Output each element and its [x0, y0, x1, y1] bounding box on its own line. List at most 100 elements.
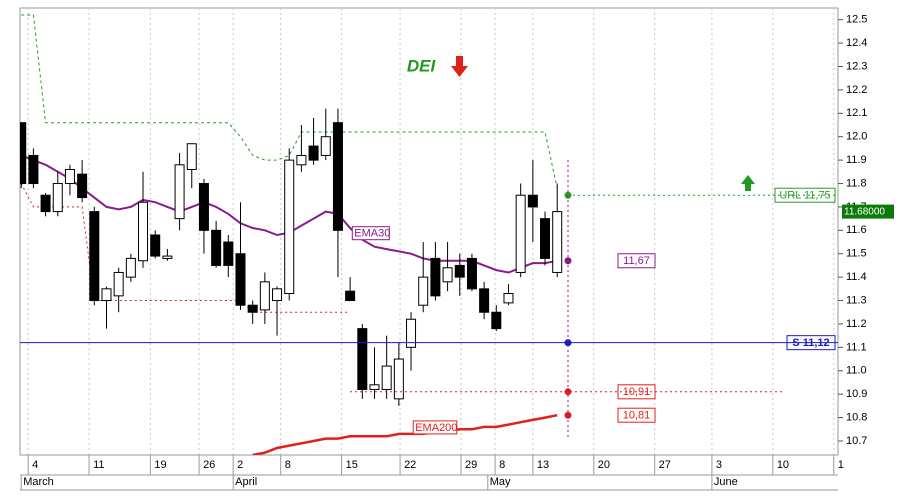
y-tick-label: 10.8: [846, 411, 867, 423]
y-tick-label: 11.0: [846, 365, 867, 377]
candle-body: [235, 253, 246, 306]
y-tick-label: 12.3: [846, 60, 867, 72]
y-tick-label: 11.3: [846, 294, 867, 306]
y-tick-label: 12.2: [846, 84, 867, 96]
candle-body: [479, 288, 490, 313]
x-tick-label: 22: [404, 459, 416, 471]
month-label: June: [714, 476, 738, 488]
line-series: [252, 413, 558, 455]
candle-body: [28, 154, 39, 185]
plot-layer: [20, 8, 835, 455]
candle-body: [442, 267, 453, 283]
x-tick-label: 8: [499, 459, 505, 471]
candle-body: [20, 122, 27, 185]
end-label-box: [617, 407, 656, 423]
end-label: 11,67: [623, 255, 650, 267]
x-tick-label: 2: [237, 459, 243, 471]
candle-body: [491, 311, 502, 330]
candle-body: [259, 281, 270, 311]
y-tick-label: 11.2: [846, 318, 867, 330]
y-tick-label: 12.0: [846, 131, 867, 143]
y-tick-label: 11.1: [846, 341, 867, 353]
candle-body: [223, 241, 234, 266]
y-tick-label: 10.7: [846, 435, 867, 447]
y-tick-label: 11.9: [846, 154, 867, 166]
candle-body: [527, 194, 538, 208]
candle-body: [211, 229, 222, 266]
x-tick-label: 11: [93, 459, 104, 471]
month-label: April: [235, 476, 257, 488]
x-tick-label: 15: [346, 459, 358, 471]
month-label: May: [490, 476, 511, 488]
line-name: EMA30: [354, 228, 390, 240]
candle-body: [552, 211, 563, 273]
candle-body: [466, 257, 477, 290]
candle-body: [406, 318, 417, 348]
x-tick-label: 13: [537, 459, 549, 471]
plot-area: [19, 7, 839, 456]
candle-body: [430, 257, 441, 297]
x-tick-label: 10: [777, 459, 789, 471]
candle-body: [198, 183, 209, 231]
line-name-box: [412, 420, 458, 435]
candle-body: [332, 122, 343, 231]
candle-body: [272, 288, 283, 302]
candle-body: [393, 358, 404, 400]
candle-body: [369, 384, 380, 390]
line-series: [20, 183, 351, 313]
candle-body: [89, 211, 100, 302]
candle-body: [101, 288, 112, 302]
last-price-box: [842, 204, 894, 219]
candle-body: [308, 145, 319, 161]
candle-body: [515, 194, 526, 273]
candle-body: [357, 328, 368, 390]
x-tick-label: 4: [32, 459, 38, 471]
y-tick-label: 10.9: [846, 388, 867, 400]
chart-title: DEI: [407, 56, 437, 75]
y-tick-label: 12.5: [846, 14, 867, 26]
y-tick-label: 12.4: [846, 37, 867, 49]
candle-body: [540, 218, 551, 259]
down-arrow-icon: [451, 56, 468, 77]
candle-body: [52, 183, 63, 213]
x-tick-label: 20: [598, 459, 610, 471]
candle-body: [320, 136, 331, 156]
y-tick-label: 11.4: [846, 271, 867, 283]
candle-body: [150, 234, 161, 257]
overlay-layer: URL 11,75S 11,1210,9111,6710,81EMA30EMA2…: [351, 187, 836, 435]
line-name-box: [351, 226, 390, 241]
candle-body: [64, 168, 75, 185]
candle-body: [503, 293, 514, 304]
candle-body: [247, 304, 258, 313]
candle-body: [345, 290, 356, 302]
month-label: March: [23, 476, 54, 488]
candle-body: [40, 194, 51, 213]
x-tick-label: 26: [203, 459, 215, 471]
candle-body: [138, 201, 149, 262]
candle-body: [125, 257, 136, 278]
y-tick-label: 11.8: [846, 177, 867, 189]
y-tick-label: 11.5: [846, 248, 867, 260]
end-label: 10,81: [623, 410, 651, 422]
last-price-label: 11.68000: [844, 207, 885, 218]
line-name: EMA200: [415, 422, 457, 434]
x-tick-label: 8: [285, 459, 291, 471]
y-tick-label: 11.6: [846, 224, 867, 236]
candle-body: [113, 271, 124, 297]
up-arrow-icon: [741, 175, 755, 191]
candle-body: [162, 255, 173, 259]
candle-body: [296, 154, 307, 166]
x-tick-label: 19: [154, 459, 166, 471]
x-tick-label: 1: [838, 459, 844, 471]
candle-body: [186, 143, 197, 170]
candle-body: [77, 173, 88, 199]
candle-body: [284, 159, 295, 295]
candle-body: [454, 264, 465, 278]
candle-body: [174, 164, 185, 220]
end-label-box: [617, 253, 656, 269]
x-tick-label: 27: [659, 459, 671, 471]
candle-body: [381, 365, 392, 390]
x-tick-label: 3: [716, 459, 722, 471]
candle-body: [418, 276, 429, 306]
